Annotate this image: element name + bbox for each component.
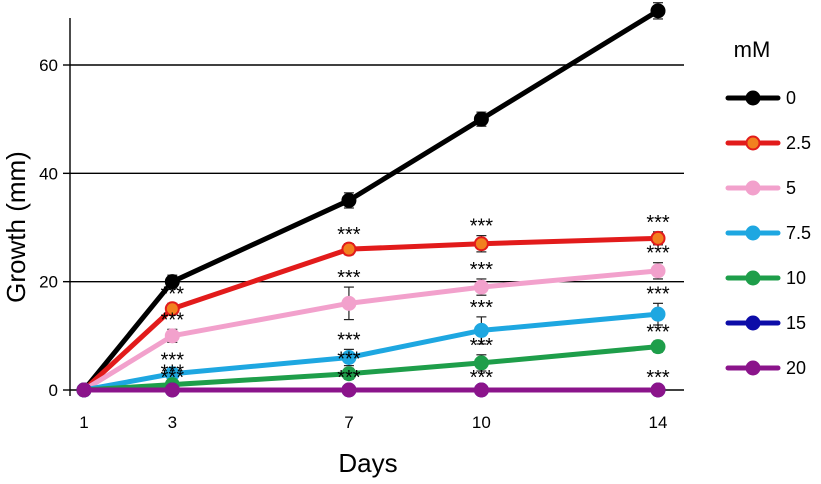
data-point-0: [341, 192, 357, 208]
x-tick-label: 14: [649, 413, 668, 432]
data-point-5: [650, 263, 666, 279]
legend-marker-2.5: [745, 135, 761, 151]
significance-label: ***: [337, 367, 361, 389]
data-point-20: [164, 382, 180, 398]
data-point-10: [650, 339, 666, 355]
significance-label: ***: [337, 224, 361, 246]
y-tick-label: 20: [39, 273, 58, 292]
data-point-20: [76, 382, 92, 398]
data-point-2.5: [473, 236, 489, 252]
y-axis-label: Growth (mm): [1, 151, 31, 303]
legend-label: 2.5: [786, 133, 811, 153]
y-tick-label: 40: [39, 164, 58, 183]
significance-label: ***: [161, 349, 185, 371]
data-point-2.5: [164, 301, 180, 317]
x-axis-label: Days: [338, 448, 397, 478]
significance-label: ***: [646, 243, 670, 265]
legend-marker-15: [745, 315, 761, 331]
data-point-0: [164, 274, 180, 290]
legend-label: 7.5: [786, 223, 811, 243]
legend-marker-20: [745, 360, 761, 376]
significance-label: ***: [161, 362, 185, 384]
legend-label: 20: [786, 358, 806, 378]
x-tick-label: 3: [168, 413, 177, 432]
axis-labels: Days Growth (mm): [1, 151, 398, 478]
significance-label: ***: [470, 367, 494, 389]
data-point-2.5: [650, 230, 666, 246]
legend-marker-5: [745, 180, 761, 196]
x-tick-label: 1: [79, 413, 88, 432]
data-point-0: [650, 3, 666, 19]
y-tick-label: 0: [49, 381, 58, 400]
legend-label: 5: [786, 178, 796, 198]
data-point-7.5: [473, 322, 489, 338]
data-point-7.5: [650, 306, 666, 322]
significance-label: ***: [646, 283, 670, 305]
data-point-2.5: [341, 241, 357, 257]
significance-label: ***: [470, 216, 494, 238]
significance-label: ***: [161, 309, 185, 331]
axes: 0 20 40 60 1 3 7 10 14: [39, 18, 667, 432]
significance-label: ***: [470, 259, 494, 281]
x-tick-label: 10: [472, 413, 491, 432]
significance-label: ***: [161, 283, 185, 305]
data-point-5: [473, 279, 489, 295]
data-point-5: [164, 328, 180, 344]
significance-label: ***: [646, 367, 670, 389]
significance-label: ***: [337, 329, 361, 351]
legend-title: mM: [734, 37, 771, 62]
legend-label: 0: [786, 88, 796, 108]
significance-label: ***: [337, 348, 361, 370]
series-lines: [76, 2, 666, 398]
x-tick-label: 7: [344, 413, 353, 432]
y-tick-label: 60: [39, 56, 58, 75]
data-point-20: [650, 382, 666, 398]
data-point-5: [341, 295, 357, 311]
legend-label: 15: [786, 313, 806, 333]
legend-marker-7.5: [745, 225, 761, 241]
significance-label: ***: [337, 267, 361, 289]
significance-label: ***: [161, 367, 185, 389]
significance-markers: ****** *** ********* **********************…: [161, 212, 670, 389]
legend-marker-10: [745, 270, 761, 286]
data-point-10: [473, 355, 489, 371]
significance-label: ***: [470, 297, 494, 319]
significance-label: ***: [470, 335, 494, 357]
data-point-10: [341, 366, 357, 382]
legend: mM 0 2.5 5 7.5 10 15 20: [725, 37, 811, 378]
legend-label: 10: [786, 268, 806, 288]
significance-label: ***: [646, 212, 670, 234]
data-point-20: [473, 382, 489, 398]
data-point-7.5: [341, 350, 357, 365]
data-point-0: [473, 111, 489, 127]
data-point-20: [341, 382, 357, 398]
legend-marker-0: [745, 90, 761, 106]
significance-label: ***: [646, 321, 670, 343]
